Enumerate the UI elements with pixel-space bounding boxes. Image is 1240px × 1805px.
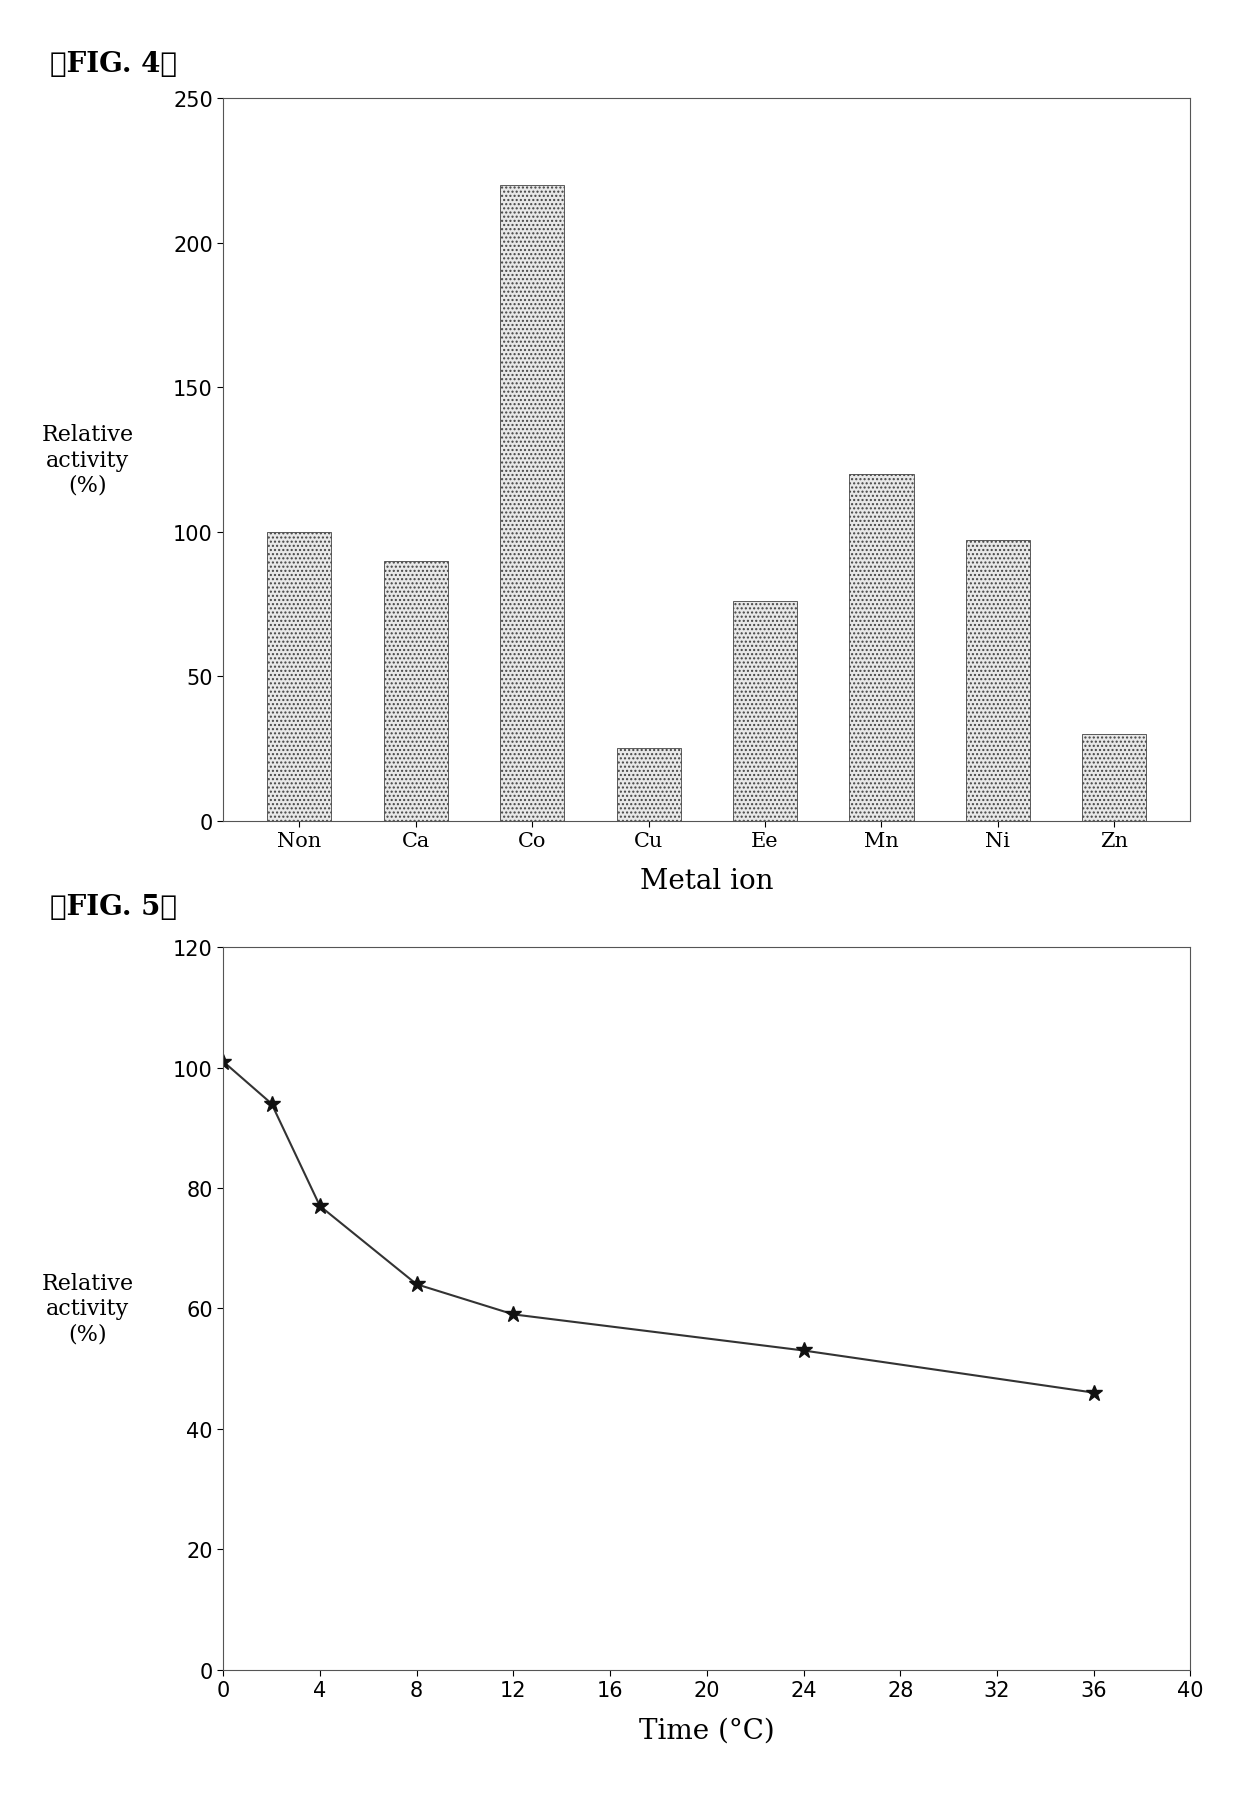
Bar	[1083, 735, 1147, 821]
Bar	[966, 542, 1030, 821]
X-axis label: Time (°C): Time (°C)	[639, 1717, 775, 1744]
Y-axis label: Relative
activity
(%): Relative activity (%)	[42, 1273, 134, 1345]
X-axis label: Metal ion: Metal ion	[640, 868, 774, 893]
Bar	[500, 186, 564, 821]
Text: 【FIG. 5】: 【FIG. 5】	[50, 893, 176, 921]
Text: 【FIG. 4】: 【FIG. 4】	[50, 51, 176, 78]
Bar	[267, 532, 331, 821]
Bar	[733, 601, 797, 821]
Bar	[383, 561, 448, 821]
Bar	[616, 749, 681, 821]
Bar	[849, 475, 914, 821]
Y-axis label: Relative
activity
(%): Relative activity (%)	[42, 424, 134, 496]
